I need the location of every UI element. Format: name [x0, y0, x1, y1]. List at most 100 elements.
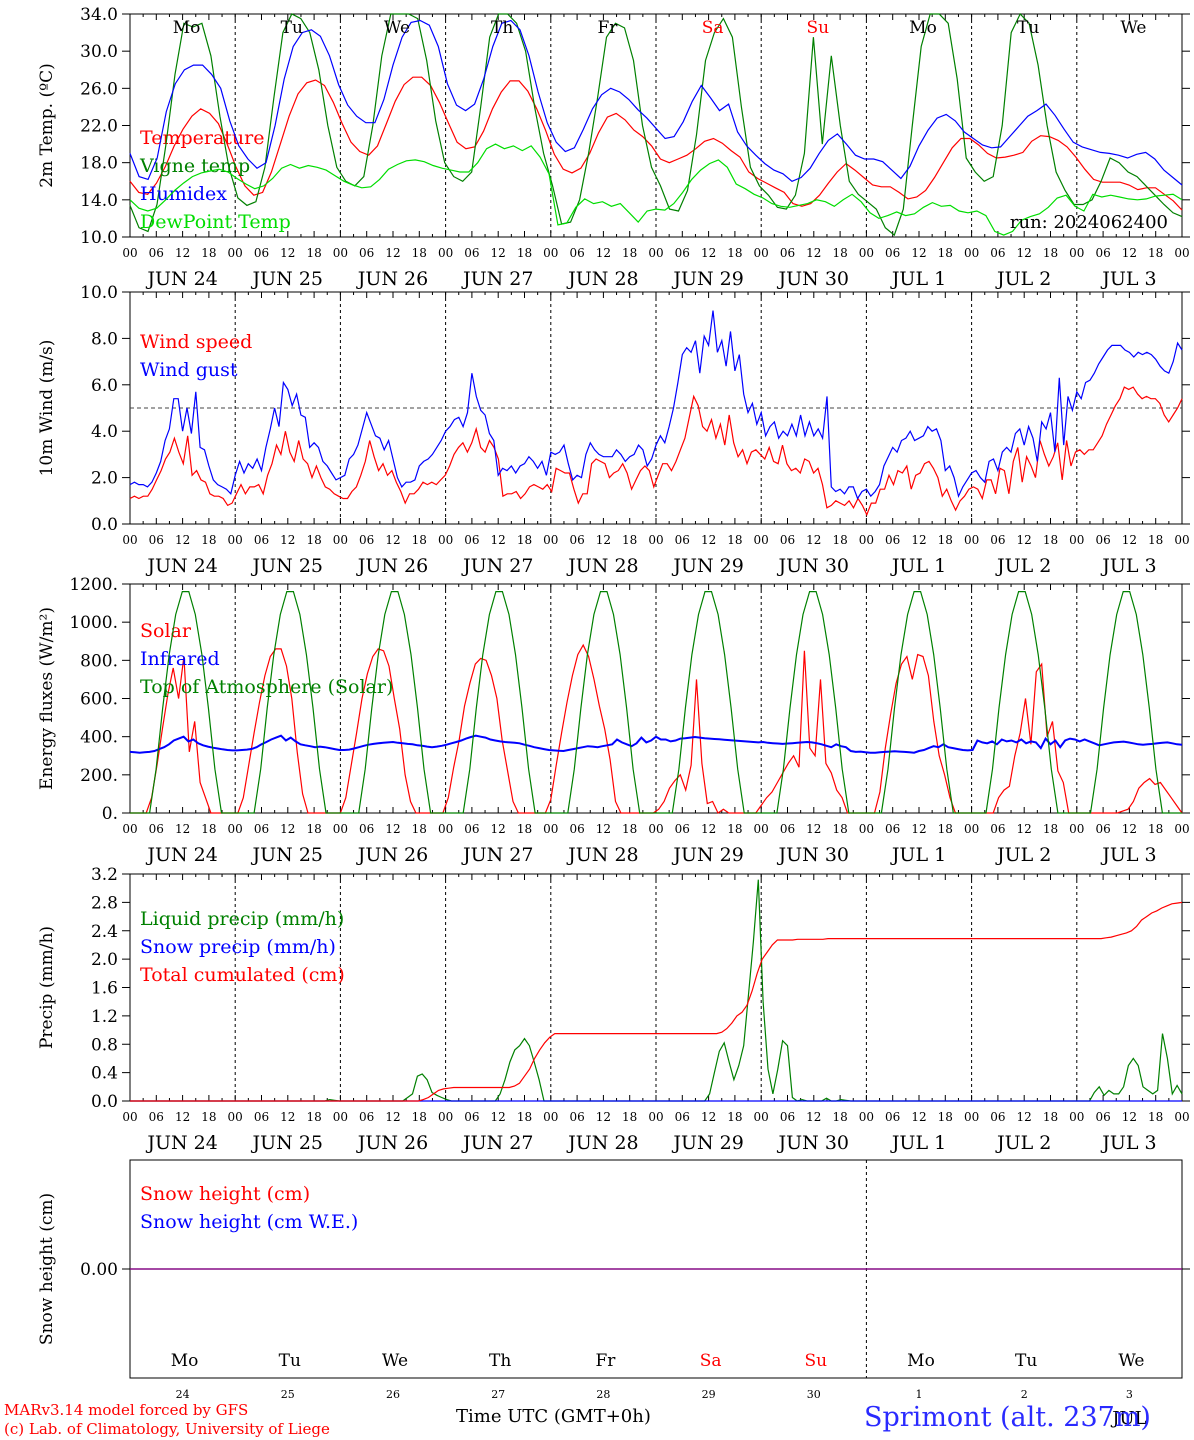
temp-hour-label: 18 — [201, 246, 216, 260]
precip-date-label: JUN 24 — [145, 1132, 217, 1154]
temp-hour-label: 06 — [569, 246, 584, 260]
energy-date-label: JUN 26 — [356, 844, 428, 866]
wind-hour-label: 00 — [438, 533, 453, 547]
temp-hour-label: 06 — [254, 246, 269, 260]
energy-series-top-of-atmosphere-solar- — [130, 590, 1182, 814]
energy-hour-label: 00 — [754, 822, 769, 836]
energy-date-label: JUL 1 — [890, 844, 946, 866]
energy-hour-label: 18 — [412, 822, 427, 836]
precip-hour-label: 12 — [175, 1110, 190, 1124]
day-number-label: 27 — [491, 1388, 505, 1401]
precip-legend-entry: Liquid precip (mm/h) — [140, 908, 344, 930]
weekday-label: Th — [491, 18, 513, 38]
precip-hour-label: 06 — [990, 1110, 1005, 1124]
snow-weekday-label: Tu — [1015, 1351, 1037, 1371]
energy-hour-label: 18 — [1148, 822, 1163, 836]
temp-legend-entry: Temperature — [140, 127, 264, 149]
precip-hour-label: 18 — [517, 1110, 532, 1124]
precip-hour-label: 18 — [622, 1110, 637, 1124]
wind-ytick-label: 4.0 — [91, 422, 118, 442]
energy-legend-entry: Top of Atmosphere (Solar) — [140, 676, 393, 698]
temp-date-label: JUN 25 — [251, 268, 323, 290]
wind-hour-label: 06 — [885, 533, 900, 547]
lab-credit: (c) Lab. of Climatology, University of L… — [4, 1420, 330, 1438]
temp-date-label: JUL 3 — [1100, 268, 1156, 290]
weekday-label: We — [1120, 18, 1146, 38]
temp-hour-label: 12 — [806, 246, 821, 260]
wind-hour-label: 00 — [333, 533, 348, 547]
temp-date-label: JUN 26 — [356, 268, 428, 290]
energy-series-infrared — [129, 734, 1183, 754]
temp-hour-label: 06 — [359, 246, 374, 260]
precip-hour-label: 18 — [1148, 1110, 1163, 1124]
temp-ytick-label: 34.0 — [80, 5, 118, 25]
wind-legend-entry: Wind gust — [140, 359, 238, 381]
temp-hour-label: 06 — [675, 246, 690, 260]
temp-ytick-label: 26.0 — [80, 79, 118, 99]
temp-series-vigne-temp — [129, 12, 1183, 237]
precip-hour-label: 06 — [149, 1110, 164, 1124]
temp-frame — [129, 13, 1183, 238]
precip-hour-label: 00 — [859, 1110, 874, 1124]
precip-date-label: JUL 1 — [890, 1132, 946, 1154]
weekday-label: Mo — [173, 18, 201, 38]
precip-hour-label: 12 — [911, 1110, 926, 1124]
precip-ytick-label: 0.8 — [91, 1035, 118, 1055]
wind-hour-label: 06 — [149, 533, 164, 547]
wind-date-label: JUN 25 — [251, 555, 323, 577]
temp-hour-label: 00 — [754, 246, 769, 260]
weekday-label: We — [384, 18, 410, 38]
energy-series-solar — [130, 643, 1183, 814]
temp-hour-label: 06 — [149, 246, 164, 260]
temp-hour-label: 18 — [832, 246, 847, 260]
energy-hour-label: 06 — [990, 822, 1005, 836]
wind-hour-label: 12 — [1122, 533, 1137, 547]
day-number-label: 25 — [281, 1388, 295, 1401]
precip-legend-entry: Total cumulated (cm) — [140, 964, 345, 986]
energy-date-label: JUL 3 — [1100, 844, 1156, 866]
energy-hour-label: 06 — [149, 822, 164, 836]
precip-date-label: JUN 25 — [251, 1132, 323, 1154]
wind-hour-label: 12 — [701, 533, 716, 547]
precip-series-total-cumulated-cm- — [130, 901, 1183, 1102]
precip-hour-label: 06 — [464, 1110, 479, 1124]
station-name: Sprimont (alt. 237m) — [864, 1402, 1151, 1433]
precip-ytick-label: 1.6 — [91, 979, 118, 999]
day-number-label: 3 — [1126, 1388, 1133, 1401]
wind-date-label: JUN 28 — [566, 555, 638, 577]
temp-hour-label: 12 — [385, 246, 400, 260]
temp-hour-label: 00 — [964, 246, 979, 260]
snow-weekday-label: We — [1118, 1351, 1144, 1371]
snow-ylabel: Snow height (cm) — [37, 1193, 57, 1345]
precip-hour-label: 12 — [280, 1110, 295, 1124]
wind-ytick-label: 8.0 — [91, 329, 118, 349]
energy-hour-label: 00 — [122, 822, 137, 836]
wind-hour-label: 00 — [1174, 533, 1189, 547]
energy-hour-label: 06 — [675, 822, 690, 836]
precip-hour-label: 00 — [122, 1110, 137, 1124]
snow-ytick-label: 0.00 — [80, 1260, 118, 1280]
temp-date-label: JUN 29 — [671, 268, 743, 290]
wind-hour-label: 12 — [911, 533, 926, 547]
energy-hour-label: 06 — [359, 822, 374, 836]
precip-date-label: JUN 27 — [461, 1132, 533, 1154]
temp-date-label: JUL 1 — [890, 268, 946, 290]
temp-hour-label: 18 — [517, 246, 532, 260]
wind-hour-label: 18 — [832, 533, 847, 547]
wind-hour-label: 12 — [596, 533, 611, 547]
precip-hour-label: 18 — [201, 1110, 216, 1124]
wind-hour-label: 18 — [517, 533, 532, 547]
weekday-label: Fr — [597, 18, 618, 38]
temp-hour-label: 00 — [648, 246, 663, 260]
precip-hour-label: 00 — [1069, 1110, 1084, 1124]
energy-ytick-label: 800. — [80, 651, 118, 671]
precip-ytick-label: 1.2 — [91, 1007, 118, 1027]
energy-hour-label: 06 — [464, 822, 479, 836]
energy-hour-label: 00 — [333, 822, 348, 836]
precip-hour-label: 00 — [1174, 1110, 1189, 1124]
temp-legend-entry: Vigne temp — [139, 155, 250, 177]
wind-hour-label: 18 — [1043, 533, 1058, 547]
energy-hour-label: 12 — [596, 822, 611, 836]
energy-hour-label: 18 — [306, 822, 321, 836]
snow-weekday-label: Fr — [595, 1351, 616, 1371]
